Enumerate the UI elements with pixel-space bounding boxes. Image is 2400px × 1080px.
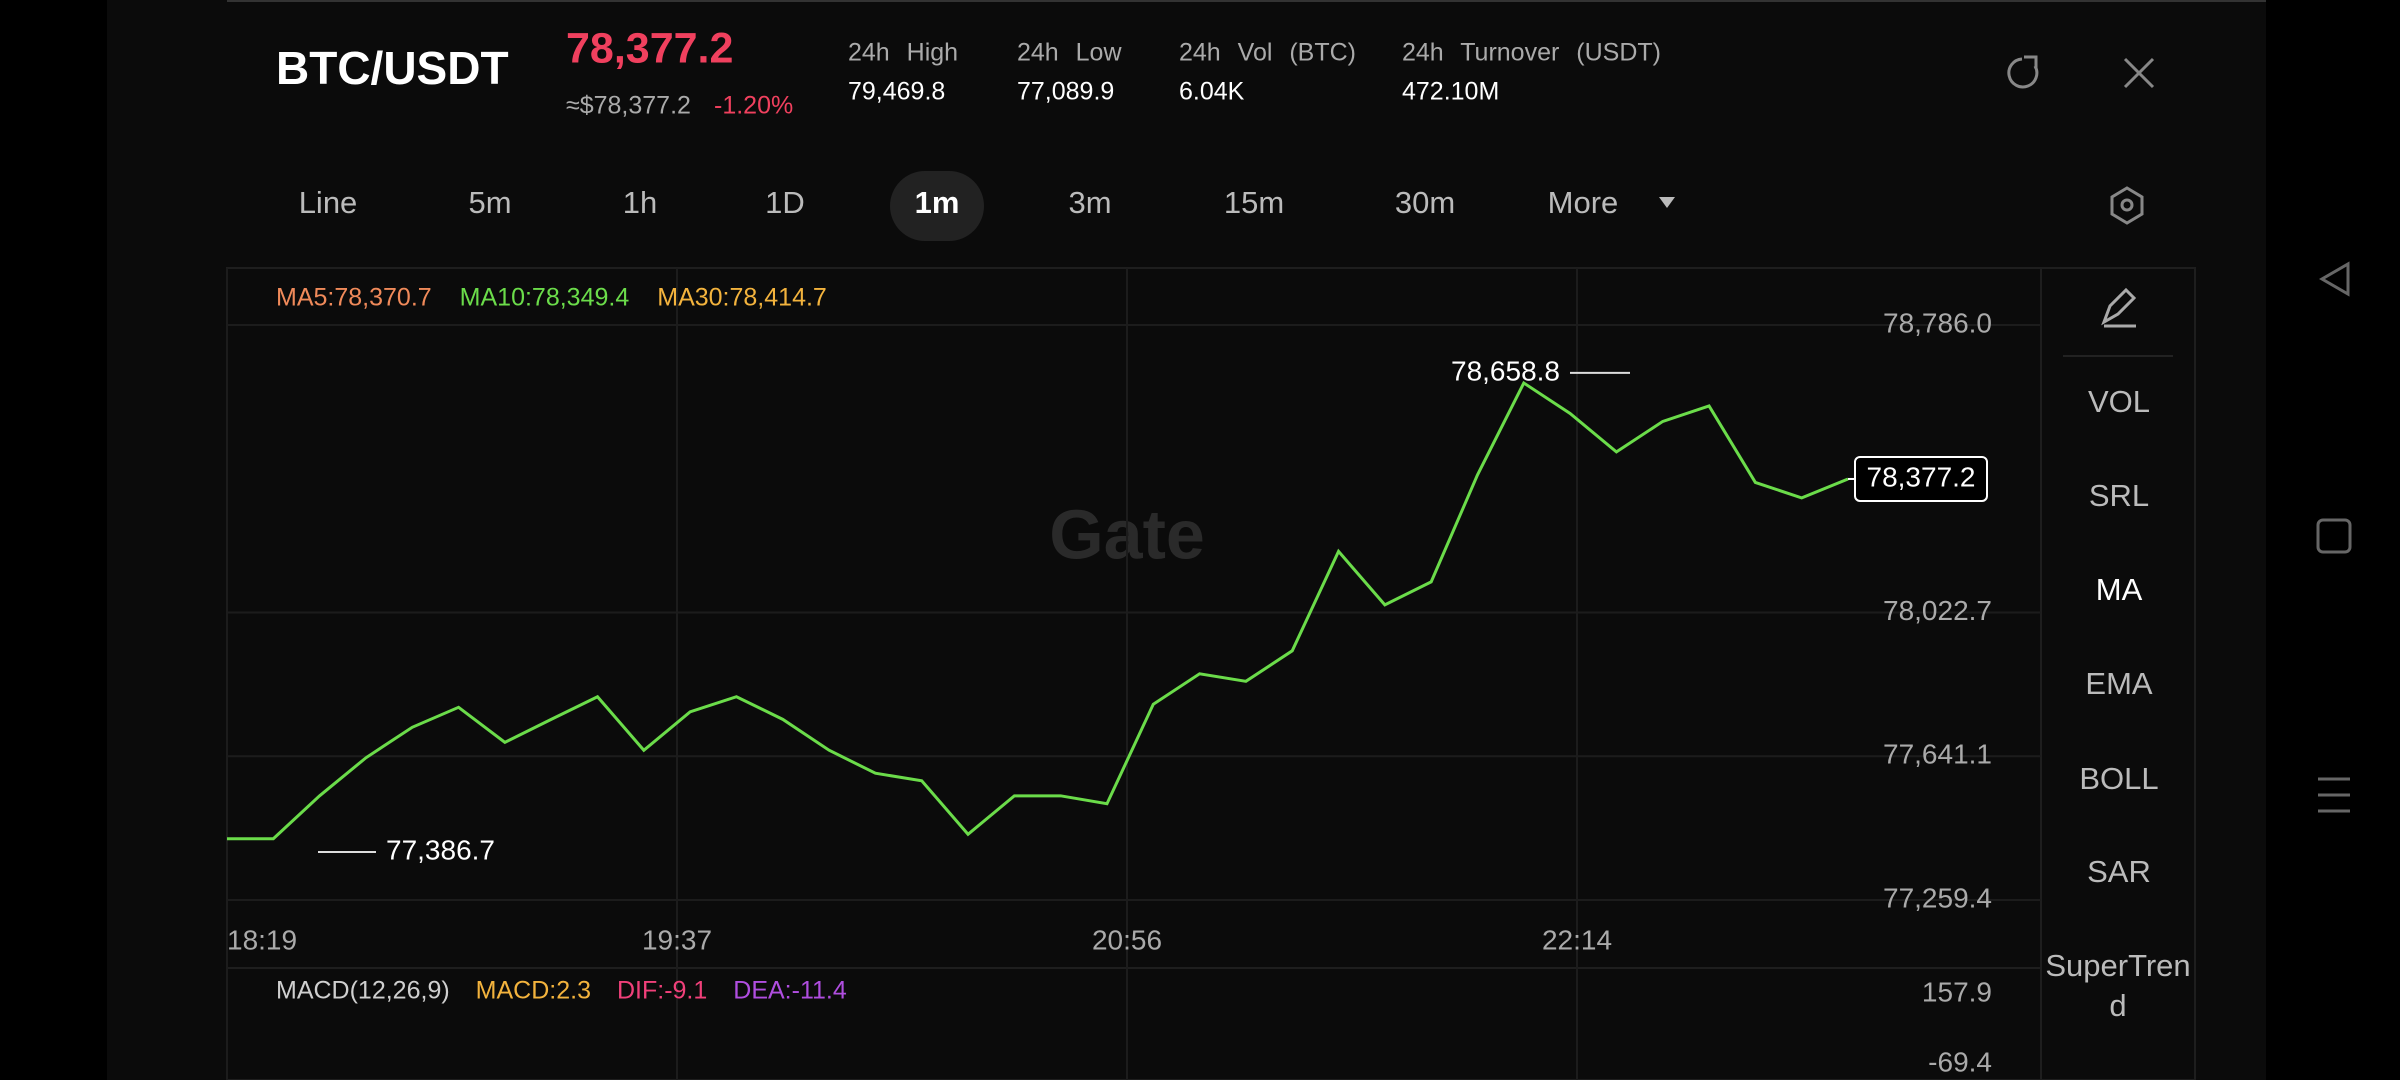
price: 78,377.2: [566, 24, 733, 72]
y-tick-label: 77,259.4: [1883, 882, 1992, 913]
stat-label: 24h Vol (BTC): [1179, 39, 1356, 67]
stat-value: 6.04K: [1179, 78, 1245, 106]
y-tick-label: 77,641.1: [1883, 739, 1992, 770]
dropdown-arrow: [1659, 197, 1675, 208]
tab[interactable]: 1m: [915, 185, 960, 220]
macd-legend: MACD(12,26,9): [276, 977, 450, 1005]
macd-tick-label: -69.4: [1928, 1046, 1992, 1077]
price-line: [227, 380, 1849, 841]
indicator[interactable]: EMA: [2085, 666, 2153, 701]
indicator[interactable]: SuperTrend: [2045, 948, 2191, 1023]
ma-legend: MA5:78,370.7: [276, 284, 432, 312]
stat-value: 472.10M: [1402, 78, 1499, 106]
change: -1.20%: [714, 92, 793, 120]
nav-home[interactable]: [2316, 518, 2352, 554]
stat-label: 24h High: [848, 39, 958, 67]
low-label: 77,386.7: [386, 834, 495, 865]
indicator[interactable]: SRL: [2089, 478, 2149, 513]
x-tick-label: 18:19: [227, 924, 297, 955]
macd-legend: DEA:-11.4: [733, 977, 847, 1005]
macd-legend: DIF:-9.1: [617, 977, 707, 1005]
tab-selected-bg: [890, 171, 984, 241]
tab[interactable]: 1D: [765, 185, 805, 220]
nav-menu[interactable]: [2318, 777, 2350, 813]
macd-legend: MACD:2.3: [476, 977, 591, 1005]
x-tick-label: 22:14: [1542, 924, 1612, 955]
indicator-panel: [2040, 267, 2196, 1080]
tab[interactable]: 1h: [623, 185, 657, 220]
ma-legend: MA30:78,414.7: [657, 284, 827, 312]
x-tick-label: 20:56: [1092, 924, 1162, 955]
indicator[interactable]: VOL: [2088, 384, 2150, 419]
refresh-icon[interactable]: [2007, 55, 2039, 89]
stat-value: 77,089.9: [1017, 78, 1114, 106]
last-price-label: 78,377.2: [1867, 461, 1976, 492]
indicator[interactable]: MA: [2096, 572, 2143, 607]
ma-legend: MA10:78,349.4: [460, 284, 630, 312]
macd-tick-label: 157.9: [1922, 976, 1992, 1007]
nav-back[interactable]: [2318, 261, 2350, 297]
tab[interactable]: 5m: [468, 185, 511, 220]
indicator[interactable]: SAR: [2087, 854, 2151, 889]
y-tick-label: 78,786.0: [1883, 307, 1992, 338]
close-icon[interactable]: [2123, 57, 2155, 89]
x-tick-label: 19:37: [642, 924, 712, 955]
tab[interactable]: More: [1548, 185, 1619, 220]
approx-price: ≈$78,377.2: [566, 92, 691, 120]
high-label: 78,658.8: [1451, 355, 1560, 386]
tab[interactable]: Line: [299, 185, 358, 220]
indicator[interactable]: BOLL: [2079, 761, 2158, 796]
nav-bar: [2316, 261, 2352, 813]
stat-value: 79,469.8: [848, 78, 945, 106]
stat-label: 24h Low: [1017, 39, 1122, 67]
stat-label: 24h Turnover (USDT): [1402, 39, 1661, 67]
tab[interactable]: 30m: [1395, 185, 1455, 220]
y-tick-label: 78,022.7: [1883, 595, 1992, 626]
edit-icon[interactable]: [2101, 287, 2137, 328]
tab[interactable]: 3m: [1068, 185, 1111, 220]
tab[interactable]: 15m: [1224, 185, 1284, 220]
pair: BTC/USDT: [276, 42, 509, 94]
indicator-wrap: SuperTrend: [2045, 948, 2191, 1023]
settings-icon[interactable]: [2110, 186, 2144, 225]
last-price-box: [1854, 455, 1988, 502]
